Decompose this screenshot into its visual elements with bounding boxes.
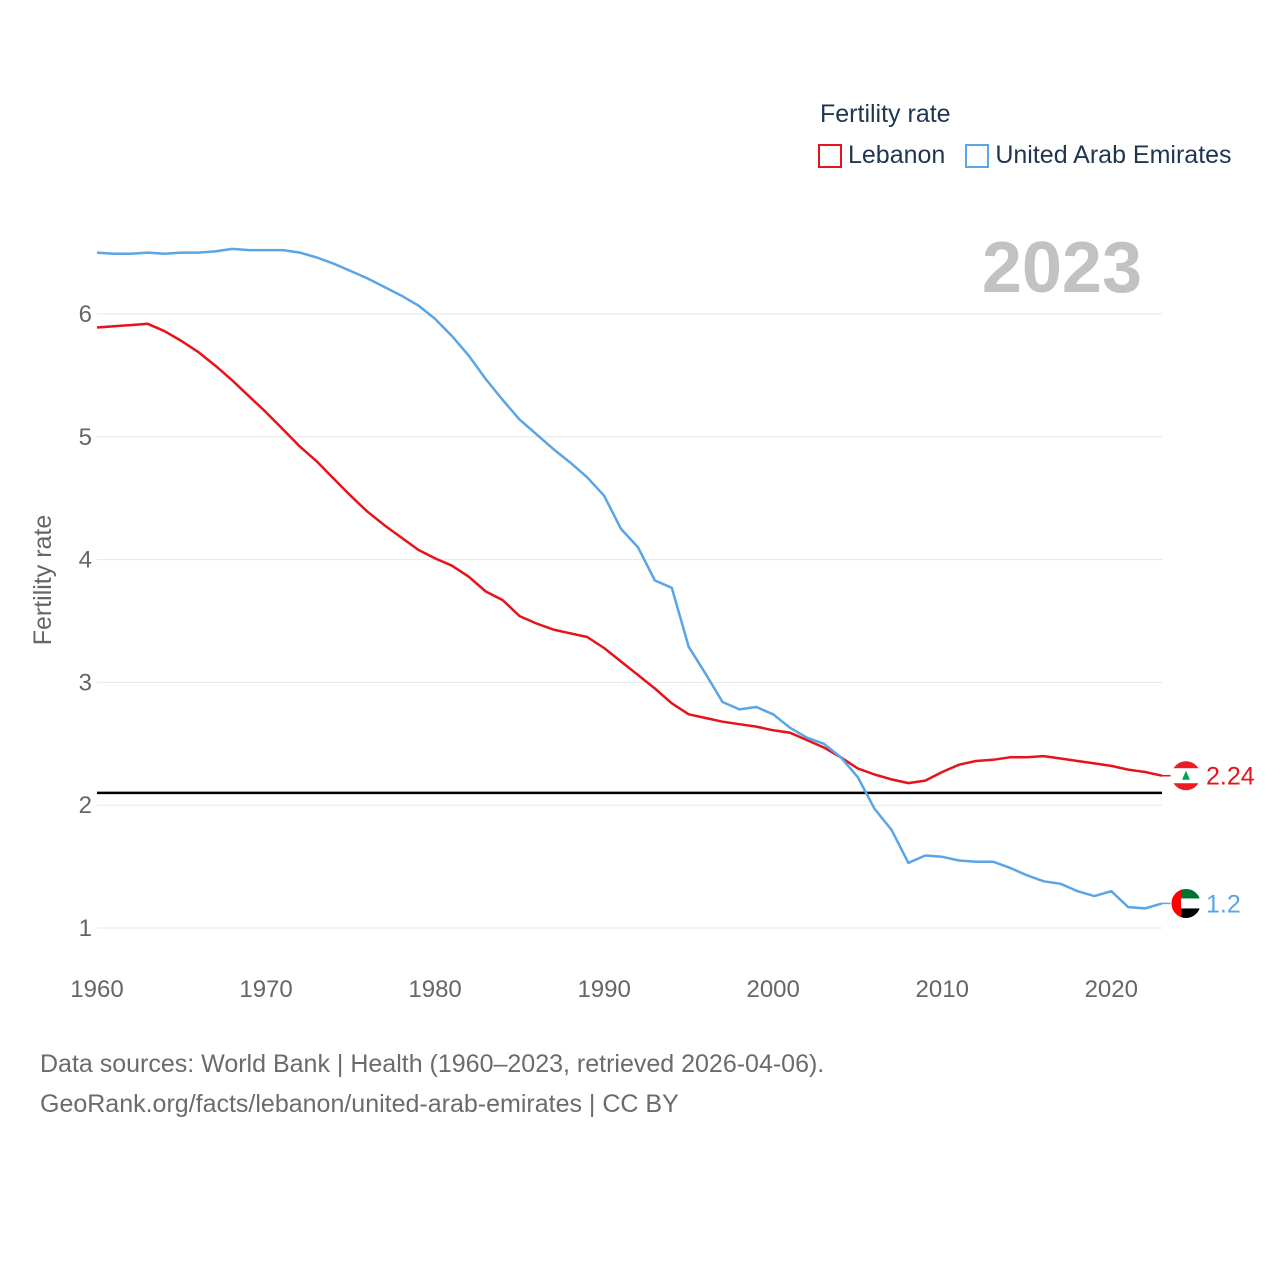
x-tick-label: 1960	[70, 976, 123, 1003]
y-axis-label: Fertility rate	[29, 515, 57, 646]
series-line-uae	[96, 247, 1163, 910]
source-line-1: Data sources: World Bank | Health (1960–…	[40, 1050, 825, 1078]
x-tick-label: 1980	[408, 976, 461, 1003]
legend: Lebanon United Arab Emirates	[818, 141, 1232, 170]
y-tick-label: 2	[79, 792, 92, 819]
legend-swatch-uae	[965, 143, 990, 168]
x-tick-label: 2020	[1085, 976, 1138, 1003]
end-markers: 2.24 1.2	[1162, 760, 1255, 919]
year-stamp: 2023	[981, 228, 1142, 308]
y-tick-label: 1	[79, 915, 92, 942]
legend-label-lebanon: Lebanon	[848, 141, 946, 169]
x-tick-label: 1970	[239, 976, 292, 1003]
y-tick-label: 5	[79, 424, 92, 451]
x-tick-label: 2000	[746, 976, 799, 1003]
source-note: Data sources: World Bank | Health (1960–…	[40, 1044, 824, 1124]
flag-icon-uae	[1170, 887, 1202, 919]
source-line-2[interactable]: GeoRank.org/facts/lebanon/united-arab-em…	[40, 1090, 679, 1118]
legend-item-uae[interactable]: United Arab Emirates	[965, 141, 1232, 170]
grid-lines	[97, 313, 1162, 929]
y-axis-ticks: 1 2 3 4 5 6	[79, 301, 92, 942]
x-tick-label: 2010	[916, 976, 969, 1003]
end-value-label-uae: 1.2	[1206, 890, 1241, 918]
legend-label-uae: United Arab Emirates	[995, 141, 1232, 169]
legend-item-lebanon[interactable]: Lebanon	[818, 141, 945, 170]
y-tick-label: 6	[79, 301, 92, 328]
legend-title: Fertility rate	[820, 100, 951, 128]
legend-swatch-lebanon	[818, 143, 842, 168]
end-value-label-lebanon: 2.24	[1206, 763, 1255, 791]
series-line-lebanon	[96, 322, 1163, 785]
x-tick-label: 1990	[577, 976, 630, 1003]
series-lines	[96, 247, 1163, 910]
y-tick-label: 4	[79, 547, 92, 574]
x-axis-ticks: 1960 1970 1980 1990 2000 2010 2020	[70, 976, 1138, 1003]
y-tick-label: 3	[79, 669, 92, 696]
flag-icon-lebanon	[1170, 760, 1202, 792]
